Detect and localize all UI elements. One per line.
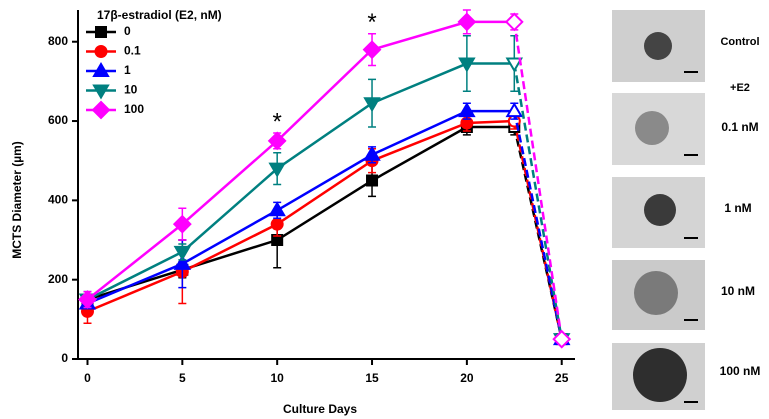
marker (362, 40, 382, 60)
x-axis-label: Culture Days (283, 402, 357, 416)
marker (173, 254, 192, 270)
panel-label: 10 nM (721, 284, 755, 298)
panel-label: 1 nM (724, 201, 751, 215)
panel-label: 100 nM (720, 364, 761, 378)
y-axis-label: MCTS Diameter (µm) (10, 141, 24, 259)
marker (268, 201, 286, 217)
series-line (86, 62, 515, 301)
legend-label: 0.1 (124, 44, 141, 58)
marker (366, 174, 379, 187)
y-tick-label: 400 (48, 193, 68, 207)
y-tick-label: 600 (48, 113, 68, 127)
marker (267, 131, 287, 151)
annotation: * (273, 108, 282, 135)
annotation: * (367, 9, 376, 36)
marker (172, 214, 192, 234)
legend-title: 17β-estradiol (E2, nM) (97, 8, 222, 22)
marker (173, 245, 192, 261)
marker (363, 145, 381, 161)
marker (94, 45, 108, 58)
legend-label: 10 (124, 83, 138, 97)
marker (95, 26, 107, 38)
marker (78, 290, 97, 309)
marker (505, 102, 524, 118)
y-tick-label: 0 (61, 351, 68, 365)
panel-label: +E2 (730, 82, 750, 94)
marker (271, 234, 284, 247)
marker (458, 102, 476, 118)
x-tick-label: 10 (270, 371, 284, 385)
marker (505, 57, 524, 73)
y-tick-label: 800 (48, 34, 68, 48)
marker (552, 329, 572, 349)
marker (504, 12, 524, 32)
marker (92, 62, 110, 77)
series-line-dashed (513, 21, 563, 340)
y-tick-label: 200 (48, 272, 68, 286)
marker (457, 12, 477, 32)
panel-label: 0.1 nM (721, 120, 758, 134)
legend-label: 1 (124, 63, 131, 77)
marker (92, 84, 110, 100)
x-tick-label: 5 (179, 371, 186, 385)
legend-label: 0 (124, 24, 131, 38)
panel-label: Control (720, 36, 759, 48)
series-line (87, 109, 515, 305)
series-line (87, 125, 515, 301)
series-line-dashed (513, 63, 563, 340)
series-line (86, 20, 515, 301)
x-tick-label: 15 (365, 371, 379, 385)
marker (268, 162, 286, 178)
x-tick-label: 20 (460, 371, 474, 385)
annotation: * (462, 0, 471, 12)
series-line (87, 119, 515, 313)
marker (91, 100, 111, 120)
micrographs (612, 10, 705, 410)
x-tick-label: 0 (84, 371, 91, 385)
legend-label: 100 (124, 102, 144, 116)
marker (458, 57, 476, 73)
marker (363, 97, 381, 113)
series-line-dashed (513, 110, 563, 340)
marker (270, 217, 284, 231)
x-tick-label: 25 (555, 371, 569, 385)
